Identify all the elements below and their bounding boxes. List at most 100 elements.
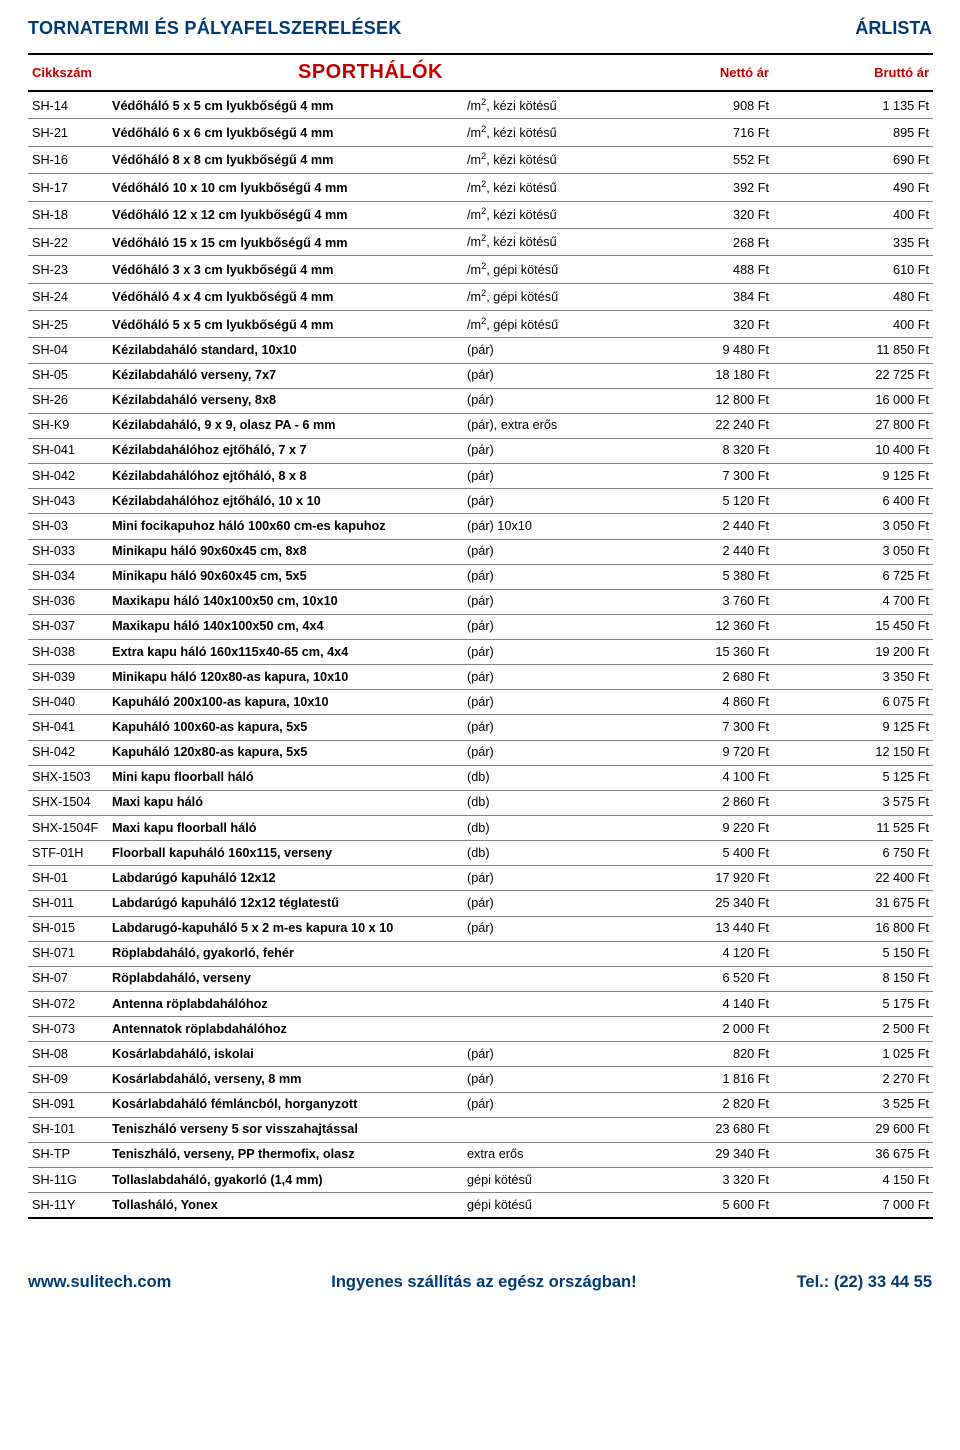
cell-unit: (db) — [463, 841, 633, 866]
cell-code: SH-11Y — [28, 1193, 108, 1219]
cell-desc: Kosárlabdaháló fémláncból, horganyzott — [108, 1092, 463, 1117]
cell-unit: (pár) — [463, 464, 633, 489]
cell-net: 9 480 Ft — [633, 338, 773, 363]
cell-desc: Védőháló 5 x 5 cm lyukbőségű 4 mm — [108, 91, 463, 119]
cell-gross: 7 000 Ft — [773, 1193, 933, 1219]
table-row: SH-05Kézilabdaháló verseny, 7x7(pár)18 1… — [28, 363, 933, 388]
cell-code: SH-03 — [28, 514, 108, 539]
table-row: SHX-1504Maxi kapu háló(db)2 860 Ft3 575 … — [28, 790, 933, 815]
cell-desc: Védőháló 12 x 12 cm lyukbőségű 4 mm — [108, 201, 463, 228]
table-row: SH-16Védőháló 8 x 8 cm lyukbőségű 4 mm/m… — [28, 146, 933, 173]
table-row: SH-041Kapuháló 100x60-as kapura, 5x5(pár… — [28, 715, 933, 740]
cell-net: 18 180 Ft — [633, 363, 773, 388]
cell-unit: (pár) 10x10 — [463, 514, 633, 539]
table-row: SH-039Minikapu háló 120x80-as kapura, 10… — [28, 665, 933, 690]
cell-unit — [463, 941, 633, 966]
cell-net: 488 Ft — [633, 256, 773, 283]
cell-net: 9 720 Ft — [633, 740, 773, 765]
cell-desc: Minikapu háló 120x80-as kapura, 10x10 — [108, 665, 463, 690]
cell-gross: 12 150 Ft — [773, 740, 933, 765]
cell-code: SH-042 — [28, 464, 108, 489]
cell-code: SH-24 — [28, 283, 108, 310]
cell-code: SH-04 — [28, 338, 108, 363]
cell-desc: Védőháló 3 x 3 cm lyukbőségű 4 mm — [108, 256, 463, 283]
cell-code: SH-09 — [28, 1067, 108, 1092]
cell-code: SH-033 — [28, 539, 108, 564]
cell-gross: 22 725 Ft — [773, 363, 933, 388]
cell-desc: Kézilabdaháló verseny, 8x8 — [108, 388, 463, 413]
cell-net: 9 220 Ft — [633, 816, 773, 841]
page-footer: www.sulitech.com Ingyenes szállítás az e… — [28, 1273, 932, 1292]
cell-gross: 480 Ft — [773, 283, 933, 310]
cell-desc: Minikapu háló 90x60x45 cm, 5x5 — [108, 564, 463, 589]
table-row: SH-26Kézilabdaháló verseny, 8x8(pár)12 8… — [28, 388, 933, 413]
cell-net: 3 760 Ft — [633, 589, 773, 614]
cell-gross: 1 025 Ft — [773, 1042, 933, 1067]
table-row: SH-07Röplabdaháló, verseny6 520 Ft8 150 … — [28, 966, 933, 991]
table-row: SH-042Kézilabdahálóhoz ejtőháló, 8 x 8(p… — [28, 464, 933, 489]
page-header: TORNATERMI ÉS PÁLYAFELSZERELÉSEK ÁRLISTA — [28, 18, 932, 39]
cell-desc: Védőháló 5 x 5 cm lyukbőségű 4 mm — [108, 311, 463, 338]
table-row: SH-040Kapuháló 200x100-as kapura, 10x10(… — [28, 690, 933, 715]
table-row: SH-23Védőháló 3 x 3 cm lyukbőségű 4 mm/m… — [28, 256, 933, 283]
cell-unit: (pár) — [463, 363, 633, 388]
cell-unit: (pár) — [463, 1092, 633, 1117]
cell-desc: Mini focikapuhoz háló 100x60 cm-es kapuh… — [108, 514, 463, 539]
cell-gross: 16 800 Ft — [773, 916, 933, 941]
cell-desc: Extra kapu háló 160x115x40-65 cm, 4x4 — [108, 640, 463, 665]
cell-gross: 400 Ft — [773, 201, 933, 228]
cell-unit: (pár) — [463, 640, 633, 665]
cell-net: 8 320 Ft — [633, 438, 773, 463]
cell-gross: 10 400 Ft — [773, 438, 933, 463]
cell-net: 2 000 Ft — [633, 1017, 773, 1042]
cell-code: SH-17 — [28, 174, 108, 201]
cell-unit: (pár) — [463, 690, 633, 715]
cell-unit: gépi kötésű — [463, 1168, 633, 1193]
cell-gross: 2 500 Ft — [773, 1017, 933, 1042]
cell-net: 2 440 Ft — [633, 514, 773, 539]
cell-net: 4 860 Ft — [633, 690, 773, 715]
cell-gross: 36 675 Ft — [773, 1142, 933, 1167]
cell-desc: Röplabdaháló, gyakorló, fehér — [108, 941, 463, 966]
cell-desc: Antenna röplabdahálóhoz — [108, 992, 463, 1017]
cell-gross: 4 150 Ft — [773, 1168, 933, 1193]
cell-unit: (db) — [463, 765, 633, 790]
col-header-net: Nettó ár — [633, 54, 773, 91]
cell-gross: 3 050 Ft — [773, 514, 933, 539]
cell-code: SHX-1504 — [28, 790, 108, 815]
cell-code: SH-18 — [28, 201, 108, 228]
cell-net: 2 440 Ft — [633, 539, 773, 564]
cell-unit: (pár), extra erős — [463, 413, 633, 438]
cell-net: 5 380 Ft — [633, 564, 773, 589]
table-row: SH-21Védőháló 6 x 6 cm lyukbőségű 4 mm/m… — [28, 119, 933, 146]
cell-unit: (pár) — [463, 539, 633, 564]
cell-code: SH-05 — [28, 363, 108, 388]
cell-net: 29 340 Ft — [633, 1142, 773, 1167]
table-row: SH-011Labdarúgó kapuháló 12x12 téglatest… — [28, 891, 933, 916]
cell-code: SH-08 — [28, 1042, 108, 1067]
cell-net: 15 360 Ft — [633, 640, 773, 665]
cell-unit: gépi kötésű — [463, 1193, 633, 1219]
cell-desc: Maxikapu háló 140x100x50 cm, 10x10 — [108, 589, 463, 614]
cell-desc: Kézilabdahálóhoz ejtőháló, 7 x 7 — [108, 438, 463, 463]
footer-site: www.sulitech.com — [28, 1273, 171, 1292]
cell-gross: 8 150 Ft — [773, 966, 933, 991]
cell-unit: /m2, gépi kötésű — [463, 311, 633, 338]
cell-code: SH-21 — [28, 119, 108, 146]
cell-code: SH-042 — [28, 740, 108, 765]
col-header-title: SPORTHÁLÓK — [108, 54, 633, 91]
cell-gross: 15 450 Ft — [773, 614, 933, 639]
cell-unit — [463, 992, 633, 1017]
cell-code: SH-11G — [28, 1168, 108, 1193]
cell-gross: 4 700 Ft — [773, 589, 933, 614]
table-row: SH-03Mini focikapuhoz háló 100x60 cm-es … — [28, 514, 933, 539]
cell-desc: Teniszháló verseny 5 sor visszahajtással — [108, 1117, 463, 1142]
cell-unit: /m2, kézi kötésű — [463, 201, 633, 228]
cell-gross: 5 150 Ft — [773, 941, 933, 966]
cell-gross: 5 175 Ft — [773, 992, 933, 1017]
cell-desc: Labdarugó-kapuháló 5 x 2 m-es kapura 10 … — [108, 916, 463, 941]
cell-unit: (pár) — [463, 866, 633, 891]
table-row: SH-101Teniszháló verseny 5 sor visszahaj… — [28, 1117, 933, 1142]
cell-gross: 1 135 Ft — [773, 91, 933, 119]
cell-unit: (db) — [463, 790, 633, 815]
